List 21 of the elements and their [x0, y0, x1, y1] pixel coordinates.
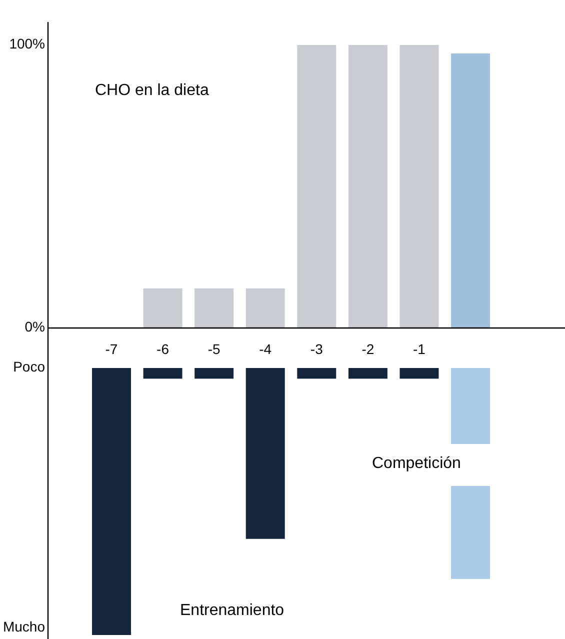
x-tick-label: -6 — [156, 341, 170, 357]
x-tick-label: -7 — [105, 341, 118, 357]
bar — [143, 288, 182, 328]
text: Poco — [13, 358, 46, 375]
y-tick-label: 0% — [24, 318, 45, 335]
bar — [451, 53, 490, 328]
bar — [400, 45, 439, 328]
annotation: Competición — [372, 455, 461, 472]
y-tick-label: 100% — [9, 36, 45, 52]
annotation: CHO en la dieta — [95, 82, 209, 99]
x-tick-label: -2 — [362, 341, 374, 357]
x-tick-label: -4 — [259, 341, 272, 357]
bar — [297, 45, 336, 328]
annotation: Entrenamiento — [180, 602, 284, 619]
bar — [194, 288, 234, 328]
bar — [246, 288, 285, 328]
x-tick-label: -3 — [310, 341, 324, 357]
x-tick-label: -1 — [412, 341, 426, 357]
x-tick-label: -5 — [208, 341, 221, 357]
text: Mucho — [2, 618, 46, 635]
bar — [348, 45, 388, 328]
